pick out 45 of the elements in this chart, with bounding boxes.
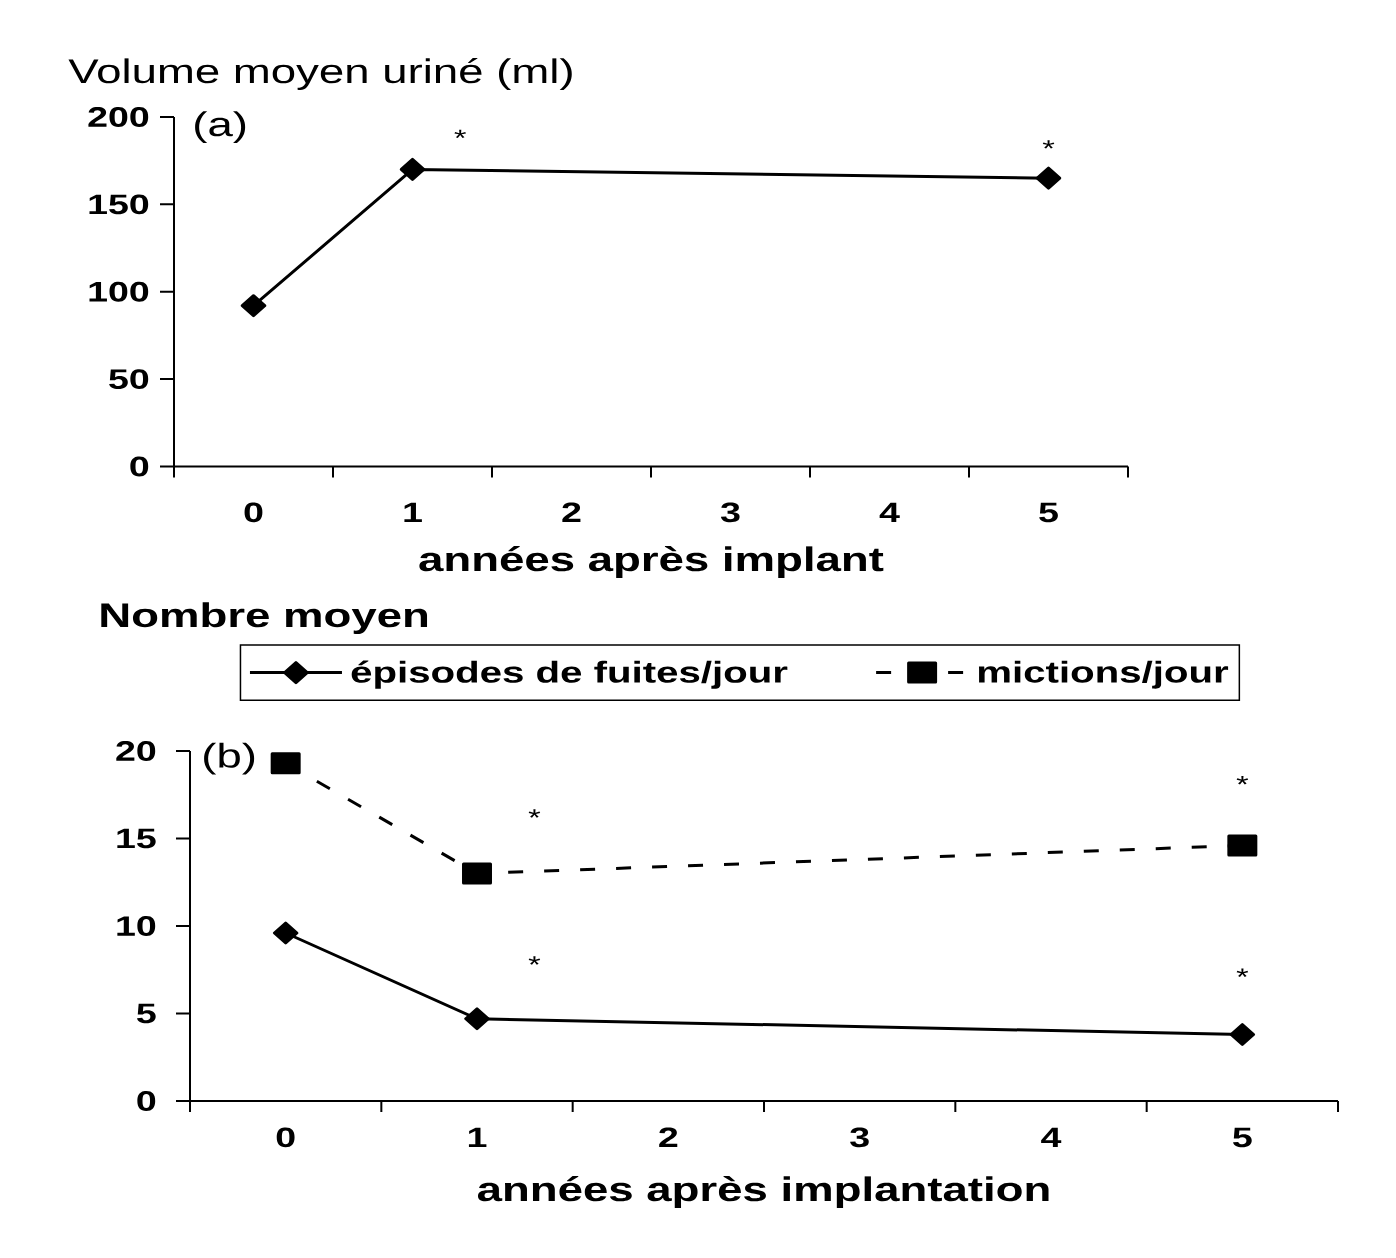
point [240, 294, 267, 318]
x-tick-label: 3 [720, 502, 740, 523]
point [270, 752, 301, 775]
x-tick-label: 1 [468, 1127, 487, 1147]
x-tick-label: 5 [1039, 502, 1058, 523]
annotation: (b) [204, 742, 255, 775]
annotation: * [1042, 140, 1055, 149]
y-tick-label: 20 [116, 741, 156, 761]
annotation: * [528, 809, 541, 818]
point [1035, 166, 1062, 190]
x-tick-label: 3 [850, 1127, 869, 1148]
annotation: * [1236, 968, 1249, 977]
x-tick-label: 4 [1041, 1127, 1062, 1147]
annotation: (a) [195, 111, 246, 144]
x-tick-label: 4 [879, 502, 900, 522]
y-axis-title: Volume moyen uriné (ml) [68, 57, 572, 91]
y-tick-label: 50 [109, 369, 149, 390]
y-tick-label: 0 [137, 1091, 156, 1111]
y-tick-label: 200 [88, 107, 149, 127]
x-tick-label: 2 [659, 1127, 678, 1147]
x-tick-label: 5 [1233, 1127, 1252, 1148]
legend-label: mictions/jour [978, 660, 1229, 689]
point [462, 862, 492, 885]
y-tick-label: 0 [130, 456, 149, 477]
y-tick-label: 100 [89, 281, 149, 302]
y-tick-label: 15 [117, 828, 156, 849]
legend-label: épisodes de fuites/jour [351, 660, 788, 689]
annotation: * [454, 129, 466, 139]
x-axis-title: années après implantation [477, 1176, 1049, 1209]
point [399, 157, 426, 181]
point [272, 921, 299, 945]
y-tick-label: 150 [89, 194, 149, 215]
y-axis-title: Nombre moyen [101, 602, 428, 635]
y-tick-label: 10 [117, 916, 156, 936]
x-tick-label: 1 [404, 502, 422, 522]
y-tick-label: 5 [137, 1003, 156, 1024]
point [1229, 1023, 1256, 1046]
point [1227, 834, 1258, 857]
x-tick-label: 2 [562, 502, 581, 522]
x-tick-label: 0 [244, 502, 263, 523]
x-tick-label: 0 [276, 1127, 295, 1148]
point [464, 1007, 490, 1031]
annotation: * [528, 956, 541, 965]
x-axis-title: années après implant [419, 546, 884, 579]
annotation: * [1236, 775, 1249, 785]
